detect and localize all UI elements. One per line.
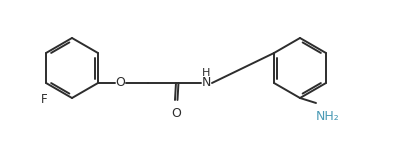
- Text: O: O: [171, 107, 181, 120]
- Text: N: N: [201, 76, 210, 90]
- Text: NH₂: NH₂: [315, 110, 339, 123]
- Text: O: O: [115, 76, 125, 90]
- Text: H: H: [201, 68, 210, 78]
- Text: F: F: [40, 93, 47, 106]
